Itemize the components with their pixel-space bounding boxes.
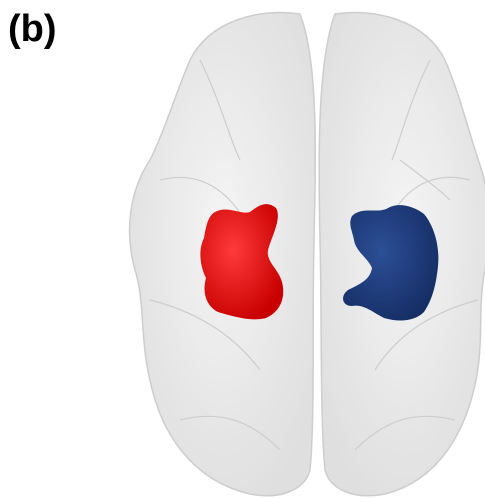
figure-panel: {"panel_label": "(b)"} (b) (() => { cons…	[0, 0, 485, 499]
brain-render	[0, 0, 485, 499]
